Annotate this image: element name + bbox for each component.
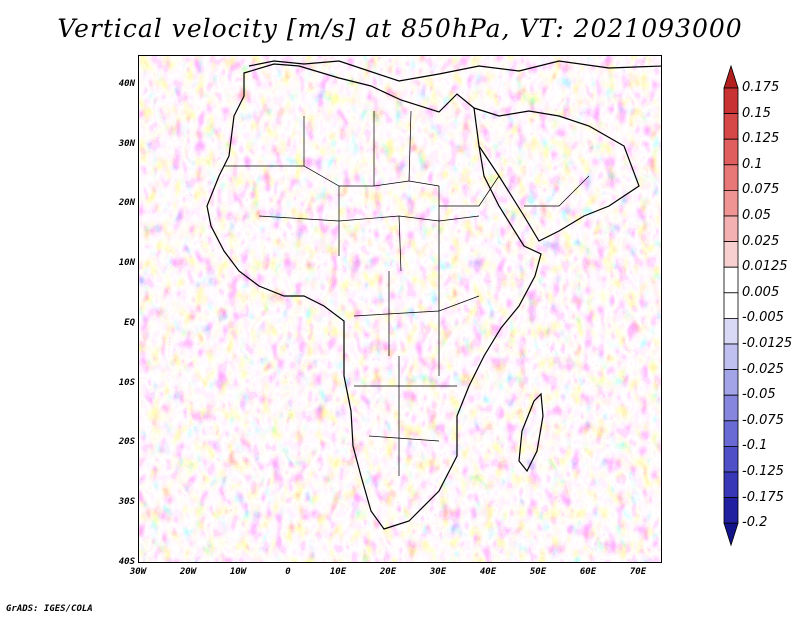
lon-label: 70E	[629, 567, 647, 577]
lat-label: 40S	[118, 557, 135, 567]
colorbar-label: -0.025	[742, 361, 784, 377]
colorbar-box	[723, 138, 739, 166]
lon-label: 10W	[229, 567, 247, 577]
colorbar-label: -0.005	[742, 310, 784, 326]
lon-label: 60E	[579, 567, 597, 577]
lat-label: 10S	[118, 378, 135, 388]
colorbar-box	[723, 164, 739, 191]
lat-label: 30S	[118, 497, 135, 507]
map-panel	[138, 55, 662, 563]
colorbar-min-arrow	[723, 522, 739, 547]
colorbar-box	[723, 266, 739, 294]
colorbar-label: -0.125	[742, 464, 784, 479]
colorbar-box	[723, 497, 739, 524]
colorbar-label: 0.075	[742, 182, 780, 198]
lat-label: 20S	[118, 437, 135, 447]
map-svg	[139, 56, 661, 562]
colorbar-box	[723, 241, 739, 268]
colorbar-label: -0.0125	[742, 336, 793, 351]
europe-coast	[248, 60, 661, 82]
lon-label: 30E	[429, 567, 447, 577]
colorbar-label: -0.175	[742, 489, 784, 505]
colorbar-box	[723, 189, 739, 217]
colorbar-label: 0.175	[742, 80, 780, 95]
madagascar-coast	[518, 392, 544, 473]
colorbar-box	[723, 87, 739, 115]
colorbar-box	[723, 369, 739, 396]
lon-label: 20W	[179, 567, 197, 577]
colorbar-box	[723, 215, 739, 243]
colorbar-box	[723, 317, 739, 345]
colorbar-label: -0.075	[742, 412, 784, 428]
colorbar-label: 0.1	[742, 156, 763, 172]
lat-label: 20N	[118, 198, 135, 208]
colorbar-label: 0.0125	[742, 259, 788, 275]
colorbar-box	[723, 471, 739, 499]
colorbar-label: 0.005	[742, 284, 780, 300]
coastlines	[206, 60, 661, 530]
colorbar-box	[723, 343, 739, 371]
lon-label: 0	[285, 567, 291, 577]
colorbar-label: 0.025	[742, 233, 780, 249]
arabia-coast	[473, 107, 640, 242]
lat-label: 10N	[118, 258, 135, 268]
africa-coast	[206, 63, 542, 530]
chart-title: Vertical velocity [m/s] at 850hPa, VT: 2…	[57, 14, 743, 43]
colorbar-label: 0.125	[742, 131, 780, 147]
velocity-field-fine	[139, 56, 661, 562]
lat-label: EQ	[124, 318, 135, 328]
lat-label: 30N	[118, 139, 135, 149]
colorbar-label: 0.05	[742, 208, 771, 223]
colorbar-label: -0.05	[742, 387, 776, 403]
colorbar-box	[723, 113, 739, 140]
lon-label: 10E	[329, 567, 347, 577]
lon-label: 30W	[129, 567, 147, 577]
colorbar-label: 0.15	[742, 105, 771, 121]
colorbar-box	[723, 394, 739, 422]
lon-label: 20E	[379, 567, 397, 577]
colorbar-box	[723, 445, 739, 473]
lon-label: 40E	[479, 567, 497, 577]
colorbar-label: -0.2	[742, 515, 768, 531]
colorbar-label: -0.1	[742, 438, 768, 454]
colorbar-max-arrow	[723, 64, 739, 89]
lat-label: 40N	[118, 79, 135, 89]
country-borders	[224, 110, 590, 476]
lon-label: 50E	[529, 567, 547, 577]
credit-text: GrADS: IGES/COLA	[6, 604, 93, 614]
colorbar-box	[723, 420, 739, 447]
colorbar-box	[723, 292, 739, 319]
